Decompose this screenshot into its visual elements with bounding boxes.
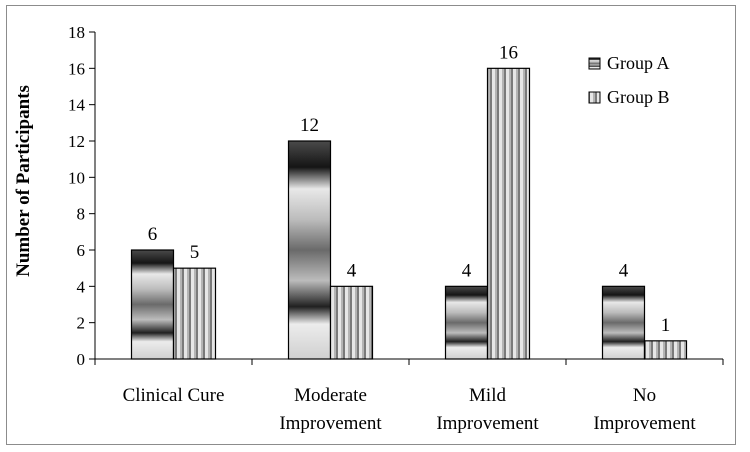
- data-label: 1: [661, 315, 671, 336]
- bar-group-a: [130, 249, 175, 360]
- data-label: 5: [190, 242, 200, 263]
- y-tick-label: 4: [77, 277, 86, 296]
- bar-group-b: [486, 67, 531, 360]
- category-label: Mild Improvement: [436, 385, 539, 434]
- y-tick-label: 12: [68, 132, 85, 151]
- bar-group-b: [643, 340, 688, 360]
- bar-group-b: [329, 285, 374, 360]
- y-tick-label: 0: [77, 350, 86, 369]
- y-tick-label: 2: [77, 314, 86, 333]
- y-tick-label: 16: [68, 59, 85, 78]
- legend-label: Group B: [607, 87, 670, 107]
- y-tick-label: 18: [68, 23, 85, 42]
- category-label: Clinical Cure: [123, 385, 225, 406]
- bar-group-a: [601, 285, 646, 360]
- y-tick-label: 6: [77, 241, 86, 260]
- y-tick-label: 10: [68, 168, 85, 187]
- data-label: 4: [619, 260, 629, 281]
- data-label: 4: [462, 260, 472, 281]
- data-label: 16: [499, 42, 518, 63]
- chart-frame: 0 2 4 6 8 10 12 14 16 18 Clinical Cure 6 5 Moderate Im…: [6, 5, 736, 445]
- data-label: 6: [148, 224, 158, 245]
- category-label: Moderate Improvement: [279, 385, 382, 434]
- legend-label: Group A: [607, 53, 670, 73]
- bar-group-a: [444, 285, 489, 360]
- y-tick-label: 14: [68, 96, 86, 115]
- data-label: 12: [300, 115, 319, 136]
- y-axis-title: Number of Participants: [13, 85, 34, 277]
- category-label: No Improvement: [593, 385, 696, 434]
- bar-group-b: [172, 267, 217, 360]
- legend-swatch: [588, 57, 601, 70]
- data-label: 4: [347, 260, 357, 281]
- legend-swatch: [588, 91, 601, 104]
- y-tick-label: 8: [77, 205, 86, 224]
- bar-group-a: [287, 140, 332, 360]
